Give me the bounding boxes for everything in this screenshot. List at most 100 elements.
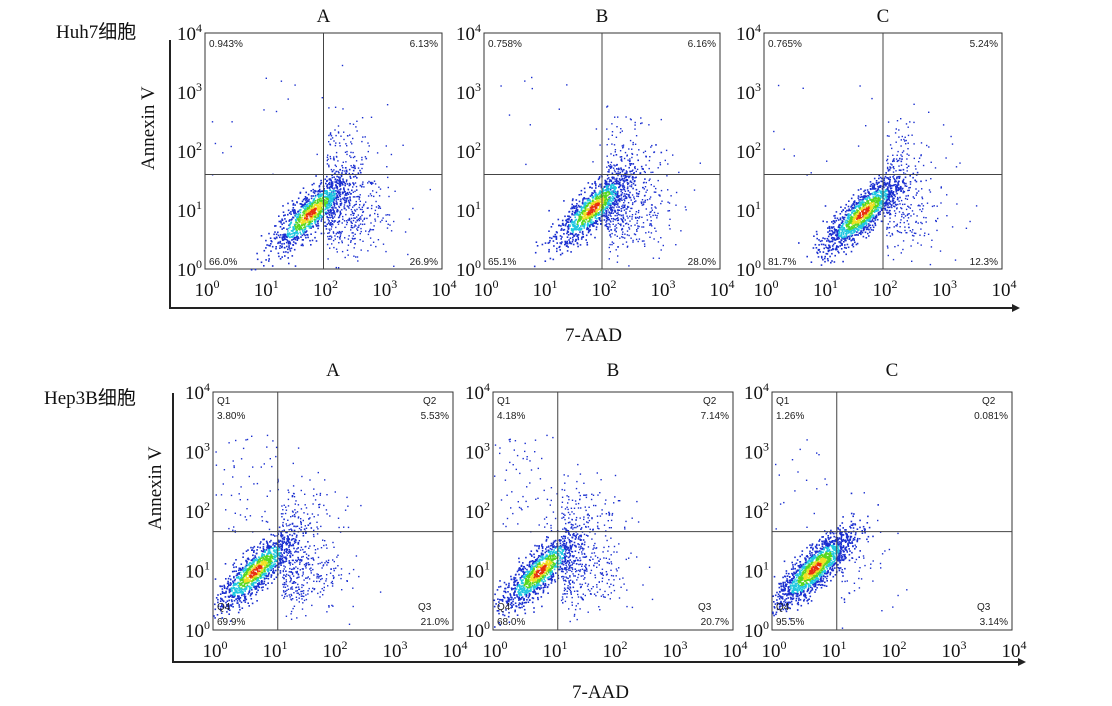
event-point [878,212,880,214]
event-point [327,219,329,221]
event-point [845,203,847,206]
event-point [349,199,352,202]
event-point [917,242,919,244]
event-point [315,175,317,177]
event-point [621,220,624,222]
event-point [639,172,642,174]
event-point [334,202,336,205]
event-point [338,205,340,208]
event-point [602,192,605,194]
event-point [591,200,594,203]
event-point [827,231,829,233]
event-point [605,190,608,192]
event-point [946,215,948,217]
event-point [928,111,930,113]
event-point [632,178,634,181]
event-point [336,186,339,189]
event-point [862,220,864,222]
event-point [868,197,871,199]
event-point [302,229,304,232]
event-point [348,235,350,237]
event-point [318,190,321,192]
event-point [827,259,829,262]
event-point [597,178,600,181]
event-point [544,242,547,244]
event-point [871,200,873,203]
event-point [600,209,602,212]
event-point [331,215,334,217]
event-point [295,559,297,561]
event-point [847,246,850,249]
event-point [335,226,337,229]
event-point [316,153,318,156]
event-point [875,216,878,218]
event-point [603,214,605,217]
event-point [591,197,594,199]
event-point [293,209,296,211]
event-point [340,231,342,233]
event-point [845,222,848,224]
event-point [887,202,889,205]
event-point [319,208,322,210]
event-point [611,134,613,136]
event-point [337,170,339,173]
event-point [571,224,574,226]
event-point [870,203,872,205]
event-point [851,218,853,221]
event-point [622,217,625,220]
event-point [904,176,907,179]
event-point [586,216,588,219]
event-point [869,220,871,223]
event-point [301,608,304,610]
event-point [637,227,639,229]
event-point [287,552,290,554]
x-tick-label: 101 [533,277,558,301]
event-point [330,196,333,198]
event-point [595,203,597,206]
event-point [296,548,298,550]
event-point [593,225,595,227]
event-point [825,246,827,249]
event-point [294,211,297,214]
event-point [592,199,594,202]
event-point [895,128,897,130]
event-point [832,237,835,239]
event-point [866,219,869,222]
event-point [359,200,361,202]
event-point [605,206,607,208]
event-point [614,229,616,232]
event-point [868,228,870,231]
event-point [869,193,871,196]
event-point [301,556,303,558]
event-point [904,229,906,232]
event-point [887,198,890,201]
event-point [345,179,348,181]
event-point [581,215,584,218]
event-point [309,220,311,222]
event-point [869,198,871,201]
event-point [903,221,905,224]
event-point [884,192,887,195]
event-point [302,198,305,201]
event-point [337,191,340,194]
event-point [913,157,915,160]
event-point [864,198,867,200]
event-point [345,181,348,183]
event-point [312,587,314,589]
event-point [350,226,352,229]
event-point [833,229,836,231]
event-point [890,205,892,207]
event-point [879,202,881,205]
event-point [330,138,332,140]
event-point [612,212,614,214]
event-point [332,575,334,577]
event-point [897,150,899,153]
event-point [620,223,622,225]
event-point [354,190,356,193]
event-point [351,166,353,169]
event-point [612,177,614,180]
event-point [598,177,601,179]
event-point [330,168,333,171]
event-point [919,234,921,236]
event-point [337,198,340,201]
